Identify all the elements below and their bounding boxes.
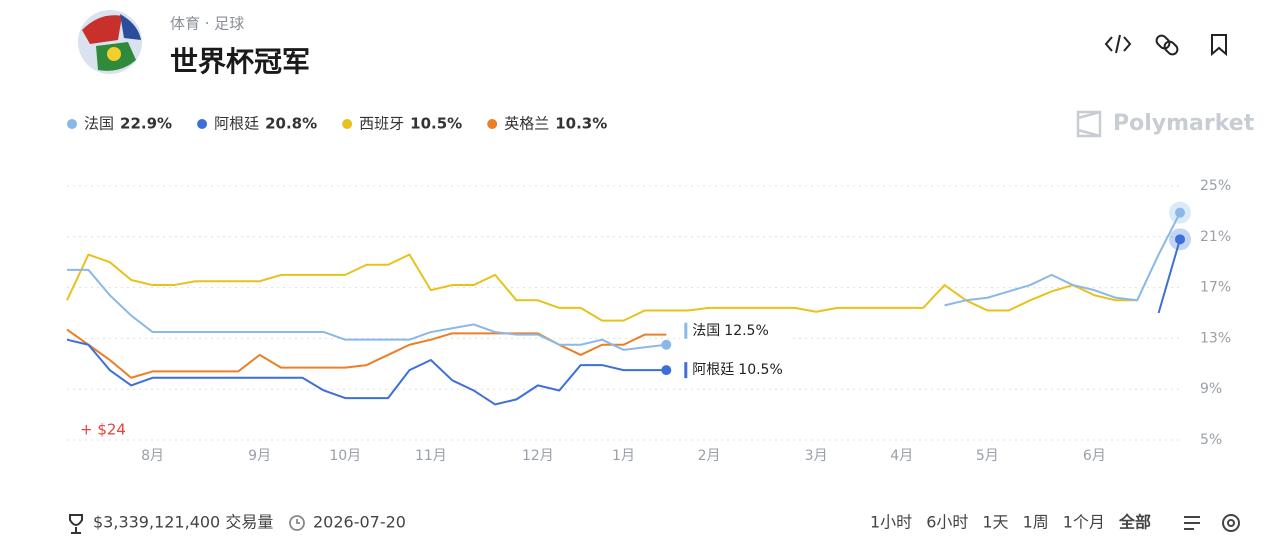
legend-label: 西班牙 [359, 115, 404, 133]
annotation: + $24 [80, 421, 126, 439]
brand-watermark: Polymarket [1076, 110, 1255, 138]
range-button[interactable]: 1周 [1023, 513, 1049, 532]
range-button[interactable]: 1小时 [870, 513, 912, 532]
x-tick-label: 5月 [976, 448, 999, 464]
series-line [66, 338, 667, 406]
plot: 5% 9% 13% 17% 21% 25% 8月 9月 10月 11月 12月 1月 2月 3月 4月 5月 6… [66, 178, 1231, 464]
range-button[interactable]: 6小时 [926, 513, 968, 532]
volume-icon [69, 514, 83, 534]
series-line [67, 268, 667, 351]
x-tick-label: 12月 [522, 448, 554, 464]
settings-core [1227, 519, 1235, 527]
end-dot [1175, 207, 1185, 218]
end-date: 2026-07-20 [313, 513, 406, 532]
x-tick-label: 8月 [141, 448, 164, 464]
clock-hands [296, 519, 300, 524]
legend-value: 10.5% [410, 115, 462, 133]
bookmark-button[interactable] [1211, 34, 1227, 57]
tooltip-name: 阿根廷 [692, 362, 734, 378]
legend-swatch [487, 119, 498, 129]
legend-swatch [67, 119, 77, 129]
page-title: 世界杯冠军 [170, 45, 310, 78]
footer: $3,339,121,400 交易量 2026-07-20 1小时 6小时 1天 1周… [69, 513, 1240, 534]
tooltip-value: 10.5% [738, 362, 782, 378]
hover-dot [661, 365, 672, 376]
tooltip-bg [680, 359, 793, 382]
y-tick-label: 25% [1200, 178, 1231, 194]
x-tick-label: 3月 [805, 448, 828, 464]
settings-button[interactable] [1222, 514, 1240, 532]
tooltip-name: 法国 [692, 323, 720, 339]
embed-button[interactable] [1104, 34, 1132, 54]
legend-swatch [197, 119, 208, 129]
tooltip-bar [684, 322, 688, 339]
legend-value: 10.3% [555, 115, 607, 133]
breadcrumb: 体育 · 足球 [170, 15, 244, 33]
x-tick-label: 10月 [329, 448, 361, 464]
legend-value: 20.8% [265, 115, 317, 133]
clock-icon [289, 515, 305, 531]
link-button[interactable] [1155, 34, 1180, 57]
x-tick-label: 9月 [248, 448, 271, 464]
legend: 法国 22.9% 阿根廷 20.8% 西班牙 10.5% 英格兰 10.3% [67, 115, 607, 133]
volume: $3,339,121,400 交易量 [93, 513, 273, 532]
x-tick-label: 1月 [612, 448, 635, 464]
tooltip-bar [684, 362, 688, 379]
end-dot [1175, 234, 1185, 245]
y-tick-label: 17% [1200, 280, 1231, 296]
legend-label: 法国 [84, 115, 114, 133]
range-button[interactable]: 1个月 [1063, 513, 1105, 532]
legend-value: 22.9% [120, 115, 172, 133]
hover-dot [661, 339, 672, 350]
series-line [1157, 239, 1181, 314]
series-line [944, 212, 1181, 307]
sort-button[interactable] [1184, 516, 1200, 530]
market-icon [78, 10, 142, 74]
tooltip-value: 12.5% [724, 323, 768, 339]
legend-label: 英格兰 [504, 115, 549, 133]
x-tick-label: 2月 [698, 448, 721, 464]
legend-label: 阿根廷 [214, 115, 259, 133]
x-tick-label: 11月 [415, 448, 447, 464]
range-button[interactable]: 全部 [1118, 513, 1151, 532]
y-tick-label: 21% [1200, 229, 1231, 245]
brand-name: Polymarket [1113, 111, 1255, 136]
x-tick-label: 4月 [890, 448, 913, 464]
tooltip-bg [680, 319, 793, 342]
y-tick-label: 9% [1200, 381, 1222, 397]
y-tick-label: 13% [1200, 330, 1231, 346]
range-button[interactable]: 1天 [982, 513, 1008, 532]
legend-swatch [342, 119, 353, 129]
series-line [66, 328, 667, 379]
x-tick-label: 6月 [1083, 448, 1106, 464]
y-tick-label: 5% [1200, 432, 1222, 448]
series-line [66, 253, 1138, 322]
